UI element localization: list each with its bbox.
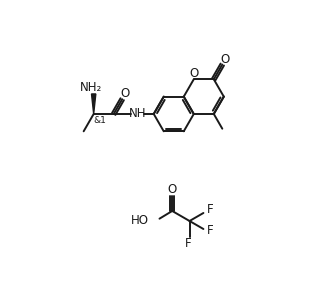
Text: F: F: [207, 224, 214, 237]
Text: F: F: [185, 237, 191, 250]
Text: NH: NH: [129, 107, 146, 120]
Text: HO: HO: [131, 214, 149, 228]
Text: F: F: [207, 203, 214, 217]
Text: O: O: [221, 53, 230, 67]
Text: O: O: [168, 183, 177, 196]
Text: O: O: [189, 67, 198, 80]
Text: NH₂: NH₂: [79, 80, 102, 94]
Text: &1: &1: [93, 116, 106, 125]
Polygon shape: [91, 94, 96, 114]
Text: O: O: [120, 87, 129, 99]
